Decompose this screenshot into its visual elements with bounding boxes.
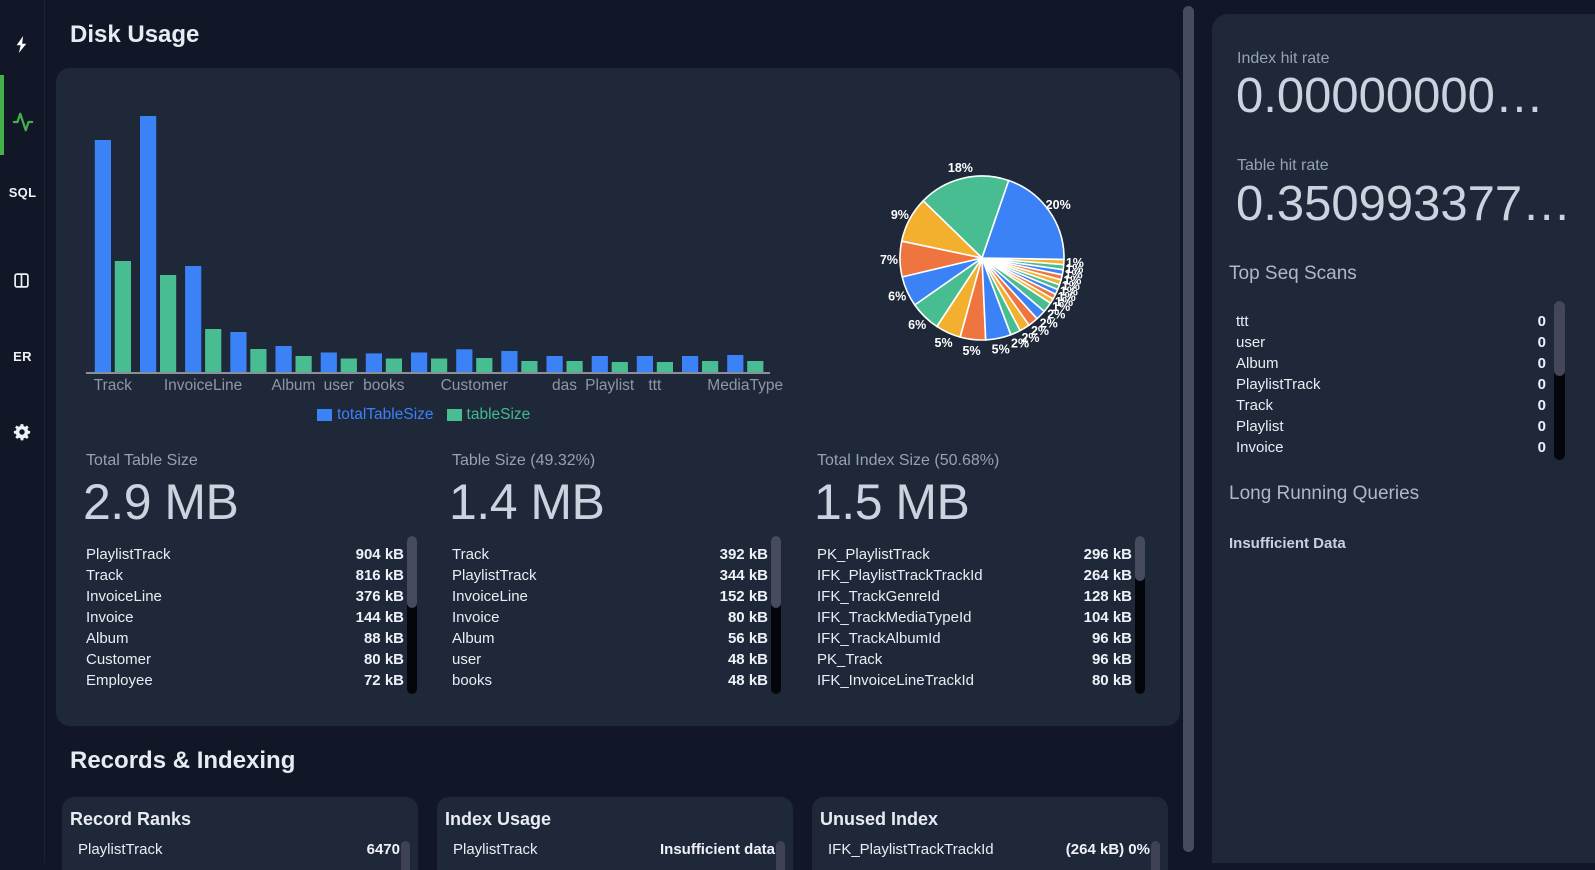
svg-text:1%: 1% xyxy=(1065,268,1083,282)
svg-text:5%: 5% xyxy=(963,344,981,358)
svg-text:1%: 1% xyxy=(1060,285,1078,299)
svg-text:6%: 6% xyxy=(908,318,926,332)
svg-text:20%: 20% xyxy=(1046,198,1071,212)
svg-text:1%: 1% xyxy=(1052,300,1070,314)
svg-text:2%: 2% xyxy=(1031,324,1049,338)
svg-text:7%: 7% xyxy=(880,253,898,267)
svg-text:das: das xyxy=(552,377,577,394)
svg-text:1%: 1% xyxy=(1055,295,1073,309)
svg-text:InvoiceLine: InvoiceLine xyxy=(164,377,242,394)
svg-text:6%: 6% xyxy=(888,290,906,304)
svg-text:2%: 2% xyxy=(1047,308,1065,322)
svg-text:5%: 5% xyxy=(992,343,1010,357)
svg-text:books: books xyxy=(363,377,405,394)
svg-text:user: user xyxy=(324,377,354,394)
svg-text:2%: 2% xyxy=(1011,336,1029,350)
svg-text:MediaType: MediaType xyxy=(707,377,783,394)
svg-text:Album: Album xyxy=(272,377,316,394)
svg-text:Track: Track xyxy=(94,377,132,394)
svg-text:Customer: Customer xyxy=(441,377,508,394)
svg-text:1%: 1% xyxy=(1062,279,1080,293)
svg-text:9%: 9% xyxy=(891,208,909,222)
svg-text:18%: 18% xyxy=(948,161,973,175)
svg-text:1%: 1% xyxy=(1063,273,1081,287)
svg-text:5%: 5% xyxy=(935,336,953,350)
svg-text:Playlist: Playlist xyxy=(585,377,635,394)
svg-text:ttt: ttt xyxy=(648,377,662,394)
svg-text:1%: 1% xyxy=(1058,290,1076,304)
svg-text:2%: 2% xyxy=(1021,331,1039,345)
svg-text:2%: 2% xyxy=(1040,316,1058,330)
svg-text:1%: 1% xyxy=(1066,256,1084,270)
svg-text:1%: 1% xyxy=(1065,262,1083,276)
